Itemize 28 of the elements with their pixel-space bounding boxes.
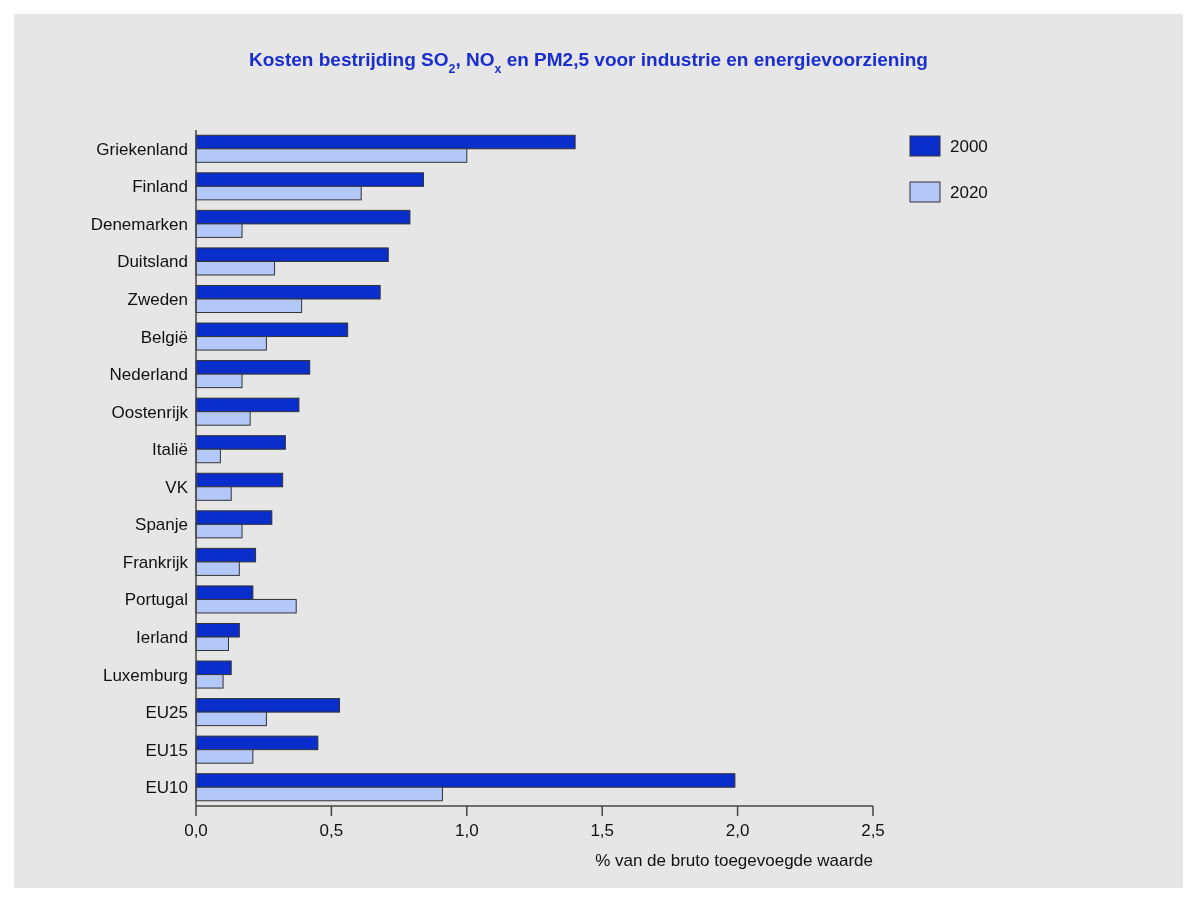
y-tick-label: Italië <box>152 440 188 460</box>
x-tick-label: 2,0 <box>725 821 750 840</box>
y-tick-label: Denemarken <box>90 214 188 234</box>
legend-label: 2000 <box>950 136 988 156</box>
y-tick-label: VK <box>165 477 189 497</box>
y-tick-label: Nederland <box>109 365 188 385</box>
y-tick-label: Oostenrijk <box>111 402 189 422</box>
y-tick-label: Finland <box>132 177 188 197</box>
x-tick-label: 0,5 <box>319 821 344 840</box>
y-tick-label: Luxemburg <box>102 665 188 685</box>
y-tick-label: Spanje <box>135 515 188 535</box>
y-tick-label: EU25 <box>145 703 188 723</box>
x-tick-label: 2,5 <box>861 821 885 840</box>
y-tick-label: Frankrijk <box>122 552 189 572</box>
y-tick-label: EU10 <box>145 778 188 798</box>
legend-label: 2020 <box>950 182 988 202</box>
y-tick-label: EU15 <box>145 740 188 760</box>
y-tick-label: België <box>140 327 188 347</box>
x-tick-label: 0,0 <box>184 821 208 840</box>
x-tick-label: 1,5 <box>590 821 615 840</box>
y-tick-label: Ierland <box>136 627 188 647</box>
y-tick-label: Duitsland <box>117 252 188 272</box>
x-axis-title: % van de bruto toegevoegde waarde <box>595 851 873 870</box>
x-tick-label: 1,0 <box>454 821 479 840</box>
y-tick-label: Griekenland <box>96 139 188 159</box>
y-tick-label: Zweden <box>127 289 188 309</box>
y-tick-label: Portugal <box>124 590 188 610</box>
chart-title: Kosten bestrijding SO$_{2}$, NO$_{x}$ en PM2,5 voor industrie en energievoorziening <box>249 49 928 76</box>
